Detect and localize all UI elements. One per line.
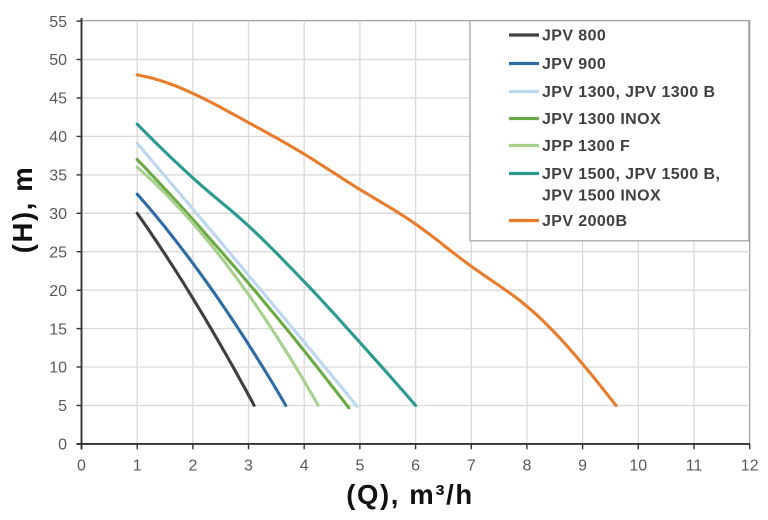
svg-text:55: 55 <box>49 14 67 31</box>
svg-text:0: 0 <box>77 457 86 474</box>
svg-text:25: 25 <box>49 244 67 261</box>
svg-text:4: 4 <box>300 457 309 474</box>
svg-text:JPV 1500 INOX: JPV 1500 INOX <box>542 187 661 204</box>
svg-text:0: 0 <box>58 437 67 454</box>
svg-text:2: 2 <box>188 457 197 474</box>
svg-text:50: 50 <box>49 52 67 69</box>
svg-text:1: 1 <box>133 457 142 474</box>
svg-text:15: 15 <box>49 321 67 338</box>
svg-text:JPV 900: JPV 900 <box>542 56 606 73</box>
svg-text:30: 30 <box>49 206 67 223</box>
svg-text:JPV 1500, JPV 1500 B,: JPV 1500, JPV 1500 B, <box>542 166 720 183</box>
svg-text:(Q), m³/h: (Q), m³/h <box>346 479 473 510</box>
svg-text:JPV 1300 INOX: JPV 1300 INOX <box>542 111 661 128</box>
svg-text:6: 6 <box>411 457 420 474</box>
svg-text:3: 3 <box>244 457 253 474</box>
svg-text:5: 5 <box>355 457 364 474</box>
svg-text:11: 11 <box>686 457 703 474</box>
svg-text:10: 10 <box>49 360 67 377</box>
svg-text:45: 45 <box>49 91 67 108</box>
svg-text:9: 9 <box>578 457 587 474</box>
svg-text:20: 20 <box>49 283 67 300</box>
svg-text:5: 5 <box>58 398 67 415</box>
svg-text:8: 8 <box>522 457 531 474</box>
svg-text:35: 35 <box>49 168 67 185</box>
svg-text:JPV 2000B: JPV 2000B <box>542 213 627 230</box>
svg-text:JPV 1300, JPV 1300 B: JPV 1300, JPV 1300 B <box>542 84 715 101</box>
svg-text:12: 12 <box>741 457 759 474</box>
svg-text:10: 10 <box>629 457 647 474</box>
svg-text:JPP 1300 F: JPP 1300 F <box>542 138 630 155</box>
svg-text:JPV 800: JPV 800 <box>542 27 606 44</box>
svg-text:7: 7 <box>467 457 476 474</box>
svg-text:(H), m: (H), m <box>7 166 38 254</box>
svg-text:40: 40 <box>49 129 67 146</box>
